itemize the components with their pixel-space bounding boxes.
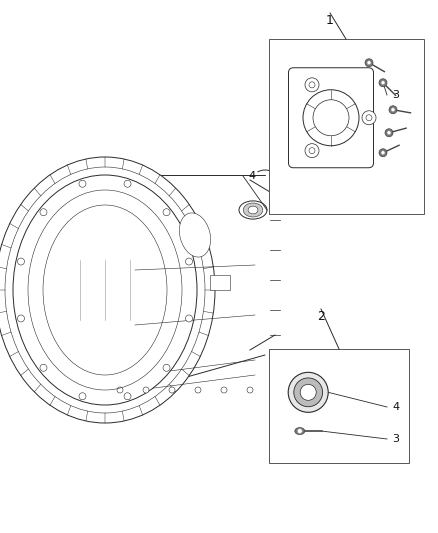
Bar	[269, 39, 424, 214]
Circle shape	[163, 209, 170, 216]
Ellipse shape	[295, 427, 305, 434]
Circle shape	[124, 393, 131, 400]
Text: 1: 1	[326, 14, 334, 28]
Circle shape	[389, 106, 397, 114]
Circle shape	[309, 82, 315, 88]
Circle shape	[294, 378, 323, 407]
Circle shape	[40, 209, 47, 216]
Text: 4: 4	[392, 402, 399, 412]
Circle shape	[300, 384, 316, 400]
Circle shape	[143, 387, 149, 393]
Circle shape	[379, 79, 387, 87]
Text: 3: 3	[392, 434, 399, 444]
Circle shape	[379, 149, 387, 157]
Ellipse shape	[0, 157, 215, 423]
Circle shape	[367, 61, 371, 64]
Ellipse shape	[180, 213, 211, 257]
Ellipse shape	[13, 175, 197, 405]
Circle shape	[186, 315, 193, 322]
Circle shape	[186, 258, 193, 265]
Text: 3: 3	[392, 90, 399, 100]
Circle shape	[385, 129, 393, 137]
Circle shape	[79, 180, 86, 187]
Circle shape	[221, 387, 227, 393]
Circle shape	[195, 387, 201, 393]
Circle shape	[124, 180, 131, 187]
Circle shape	[365, 59, 373, 67]
Circle shape	[387, 131, 391, 135]
Circle shape	[40, 364, 47, 372]
Circle shape	[313, 100, 349, 136]
Circle shape	[391, 108, 395, 112]
Polygon shape	[105, 175, 265, 400]
FancyBboxPatch shape	[289, 68, 374, 168]
Circle shape	[366, 115, 372, 121]
Circle shape	[163, 364, 170, 372]
Circle shape	[309, 148, 315, 154]
Circle shape	[305, 78, 319, 92]
Ellipse shape	[243, 203, 263, 217]
Circle shape	[381, 81, 385, 85]
Bar	[210, 275, 230, 290]
Text: 2: 2	[317, 311, 325, 324]
Circle shape	[305, 144, 319, 158]
Circle shape	[79, 393, 86, 400]
Circle shape	[117, 387, 123, 393]
Circle shape	[362, 111, 376, 125]
Ellipse shape	[248, 206, 258, 214]
Circle shape	[381, 151, 385, 155]
Circle shape	[247, 387, 253, 393]
Ellipse shape	[239, 201, 267, 219]
Text: 4: 4	[248, 171, 255, 181]
Circle shape	[297, 429, 302, 433]
Circle shape	[303, 90, 359, 146]
Circle shape	[169, 387, 175, 393]
Circle shape	[288, 373, 328, 413]
Circle shape	[18, 315, 25, 322]
Bar	[269, 349, 409, 463]
Circle shape	[18, 258, 25, 265]
